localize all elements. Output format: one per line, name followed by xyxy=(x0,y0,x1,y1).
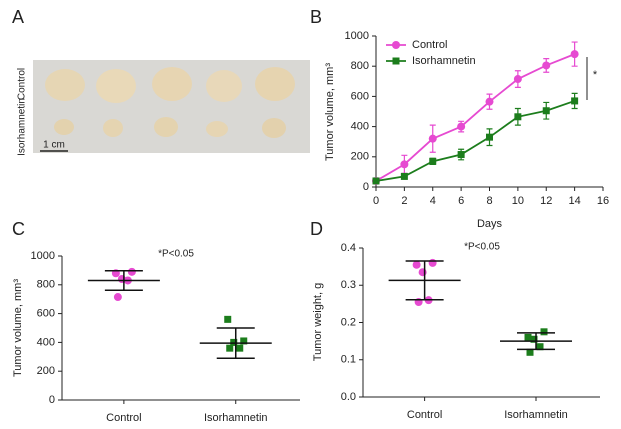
data-point xyxy=(400,172,408,180)
data-point xyxy=(457,122,466,131)
scale-bar-label: 1 cm xyxy=(43,140,65,151)
row-label: Control xyxy=(17,68,28,100)
x-tick-label: Control xyxy=(407,409,442,421)
data-point xyxy=(400,160,409,169)
data-point xyxy=(514,113,522,121)
x-tick-label: 14 xyxy=(569,195,581,207)
y-tick-label: 400 xyxy=(37,336,55,348)
y-tick-label: 600 xyxy=(37,308,55,320)
y-tick-label: 600 xyxy=(351,90,369,102)
data-point xyxy=(127,267,136,276)
annotation: *P<0.05 xyxy=(464,242,500,253)
data-point xyxy=(513,75,522,84)
data-point xyxy=(485,97,494,106)
legend-marker xyxy=(392,41,400,49)
y-tick-label: 800 xyxy=(351,60,369,72)
x-tick-label: 12 xyxy=(540,195,552,207)
y-tick-label: 200 xyxy=(37,365,55,377)
data-point xyxy=(418,268,427,277)
data-point xyxy=(570,50,579,59)
data-point xyxy=(486,133,493,141)
y-tick-label: 200 xyxy=(351,151,369,163)
data-point xyxy=(526,348,534,356)
legend-marker xyxy=(392,57,400,65)
y-tick-label: 0 xyxy=(363,181,369,193)
data-point xyxy=(542,61,551,70)
data-point xyxy=(457,151,465,159)
sd-bar xyxy=(216,327,255,359)
sd-bar xyxy=(104,269,143,292)
y-tick-label: 0.2 xyxy=(341,316,356,328)
sd-bar xyxy=(517,332,556,351)
data-line xyxy=(375,100,575,182)
x-tick-label: 8 xyxy=(486,195,492,207)
y-axis-label: Tumor weight, g xyxy=(312,283,324,361)
data-point xyxy=(429,157,437,165)
sd-bar xyxy=(405,260,444,301)
x-tick-label: Isorhamnetin xyxy=(504,409,568,421)
data-point xyxy=(524,333,532,341)
y-axis-label: Tumor volume, mm³ xyxy=(324,63,336,161)
y-tick-label: 1000 xyxy=(345,30,369,42)
x-axis-label: Days xyxy=(477,218,503,230)
y-tick-label: 0.0 xyxy=(341,391,356,403)
x-tick-label: 6 xyxy=(458,195,464,207)
y-tick-label: 0.3 xyxy=(341,279,356,291)
data-point xyxy=(240,337,248,345)
row-label: Isorhamnetin xyxy=(17,98,28,156)
panel-label: A xyxy=(12,7,24,27)
y-tick-label: 400 xyxy=(351,121,369,133)
x-tick-label: 16 xyxy=(597,195,609,207)
y-tick-label: 0 xyxy=(49,394,55,406)
y-axis-label: Tumor volume, mm³ xyxy=(12,279,24,377)
panel-label: C xyxy=(12,219,25,239)
data-point xyxy=(536,343,544,351)
data-line xyxy=(375,53,575,182)
data-point xyxy=(226,344,234,352)
x-tick-label: 4 xyxy=(430,195,436,207)
annotation: * xyxy=(593,69,598,81)
annotation: *P<0.05 xyxy=(158,249,194,260)
x-tick-label: 10 xyxy=(512,195,524,207)
data-point xyxy=(428,134,437,143)
x-tick-label: Control xyxy=(106,412,141,424)
y-tick-label: 1000 xyxy=(31,250,55,262)
x-tick-label: 2 xyxy=(401,195,407,207)
data-point xyxy=(372,177,380,185)
data-point xyxy=(428,258,437,267)
data-point xyxy=(542,107,550,115)
legend-label: Isorhamnetin xyxy=(412,55,476,67)
panel-label: D xyxy=(310,219,323,239)
x-tick-label: Isorhamnetin xyxy=(204,412,268,424)
data-point xyxy=(530,335,538,343)
y-tick-label: 800 xyxy=(37,279,55,291)
data-point xyxy=(412,260,421,269)
legend-label: Control xyxy=(412,39,447,51)
x-tick-label: 0 xyxy=(373,195,379,207)
data-point xyxy=(113,293,122,302)
data-point xyxy=(571,97,579,105)
data-point xyxy=(236,344,244,352)
tumor-photo xyxy=(33,60,310,153)
y-tick-label: 0.4 xyxy=(341,242,356,254)
data-point xyxy=(540,328,548,336)
panel-label: B xyxy=(310,7,322,27)
y-tick-label: 0.1 xyxy=(341,354,356,366)
data-point xyxy=(224,315,232,323)
